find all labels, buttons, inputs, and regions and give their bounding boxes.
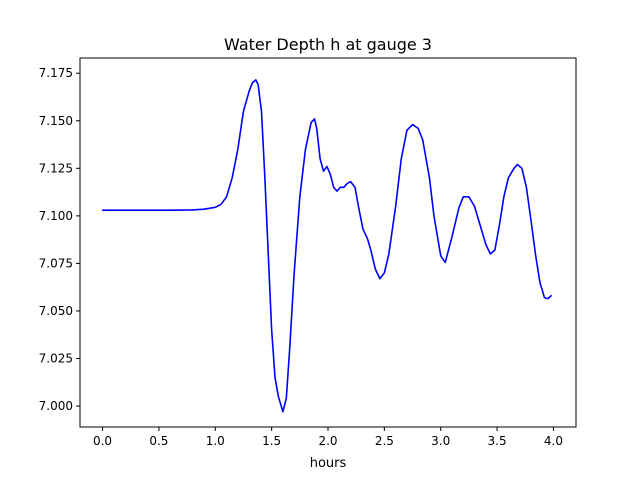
x-tick-label: 3.0 (431, 434, 450, 448)
x-axis-label: hours (310, 456, 347, 471)
y-tick-label: 7.150 (39, 114, 73, 128)
x-tick-label: 0.5 (149, 434, 168, 448)
x-tick-label: 1.5 (262, 434, 281, 448)
y-tick-label: 7.000 (39, 399, 73, 413)
x-tick-label: 2.5 (375, 434, 394, 448)
x-tick-label: 4.0 (544, 434, 563, 448)
y-tick-label: 7.100 (39, 209, 73, 223)
y-tick-label: 7.025 (39, 352, 73, 366)
y-tick-label: 7.075 (39, 256, 73, 270)
x-axis-ticks: 0.0 0.5 1.0 1.5 2.0 2.5 3.0 3.5 4.0 (93, 427, 563, 448)
axes-frame (79, 57, 577, 428)
y-tick-label: 7.125 (39, 161, 73, 175)
y-axis-ticks: 7.000 7.025 7.050 7.075 7.100 7.125 7.150 7.175 (39, 66, 80, 413)
y-tick-label: 7.175 (39, 66, 73, 80)
y-tick-label: 7.050 (39, 304, 73, 318)
x-tick-label: 1.0 (206, 434, 225, 448)
x-tick-label: 2.0 (318, 434, 337, 448)
series-line-0 (101, 79, 553, 413)
x-tick-label: 3.5 (488, 434, 507, 448)
chart-title: Water Depth h at gauge 3 (224, 35, 432, 54)
x-tick-label: 0.0 (93, 434, 112, 448)
plot-area (101, 79, 553, 413)
